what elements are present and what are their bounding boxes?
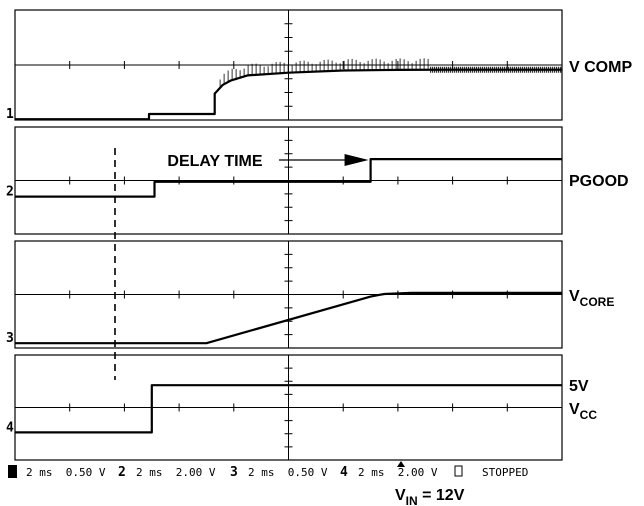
channel-3-trace bbox=[15, 291, 562, 345]
channel-3-ground-marker: 3 bbox=[6, 331, 14, 346]
channel-1-label: V COMP bbox=[569, 59, 632, 76]
channel-3-label: VCORE bbox=[569, 288, 614, 309]
delay-text-background bbox=[151, 150, 279, 170]
channel-4-ground-marker: 4 bbox=[6, 420, 14, 435]
status-scale: 2 ms 0.50 V bbox=[26, 466, 106, 479]
channel-2-panel: 2 bbox=[6, 126, 563, 235]
channel-1-ripple bbox=[219, 58, 429, 88]
trigger-marker-icon bbox=[397, 461, 405, 467]
channel-1-panel: 1 bbox=[6, 9, 563, 122]
channel-4-trace bbox=[15, 384, 562, 434]
vin-label: VIN = 12V bbox=[395, 487, 465, 506]
acquire-state-icon bbox=[454, 465, 463, 477]
status-marker-box bbox=[8, 465, 17, 478]
channel-2-label: PGOOD bbox=[569, 173, 629, 190]
status-channel-2: 2 2 ms 2.00 V bbox=[118, 465, 216, 480]
scope-status-bar: 1 2 ms 0.50 V 2 2 ms 2.00 V 3 2 ms 0.50 V 4 2 m… bbox=[8, 461, 528, 480]
delay-time-label: DELAY TIME bbox=[167, 153, 262, 170]
delay-arrowhead-right bbox=[344, 154, 369, 166]
channel-4-label-top: 5V bbox=[569, 378, 589, 395]
delay-time-annotation: DELAY TIME bbox=[151, 150, 369, 170]
status-marker: 2 bbox=[118, 465, 126, 480]
status-channel-3: 3 2 ms 0.50 V bbox=[230, 465, 328, 480]
channel-2-ground-marker: 2 bbox=[6, 185, 14, 200]
status-marker: 4 bbox=[340, 465, 348, 480]
status-channel-1: 1 2 ms 0.50 V bbox=[8, 465, 106, 479]
status-channel-4: 4 2 ms 2.00 V bbox=[340, 465, 438, 480]
channel-3-panel: 3 bbox=[6, 240, 563, 349]
channel-1-noise-band bbox=[430, 66, 562, 73]
status-scale: 2 ms 2.00 V bbox=[136, 466, 216, 479]
acquire-state-label: STOPPED bbox=[482, 466, 528, 479]
channel-4-label-bottom: VCC bbox=[569, 401, 597, 422]
channel-1-ground-marker: 1 bbox=[6, 107, 14, 122]
channel-1-trace bbox=[15, 68, 562, 121]
status-scale: 2 ms 2.00 V bbox=[358, 466, 438, 479]
status-scale: 2 ms 0.50 V bbox=[248, 466, 328, 479]
status-marker: 3 bbox=[230, 465, 238, 480]
channel-2-trace bbox=[15, 158, 562, 198]
channel-4-panel: 4 bbox=[6, 354, 563, 461]
status-marker: 1 bbox=[10, 465, 17, 479]
